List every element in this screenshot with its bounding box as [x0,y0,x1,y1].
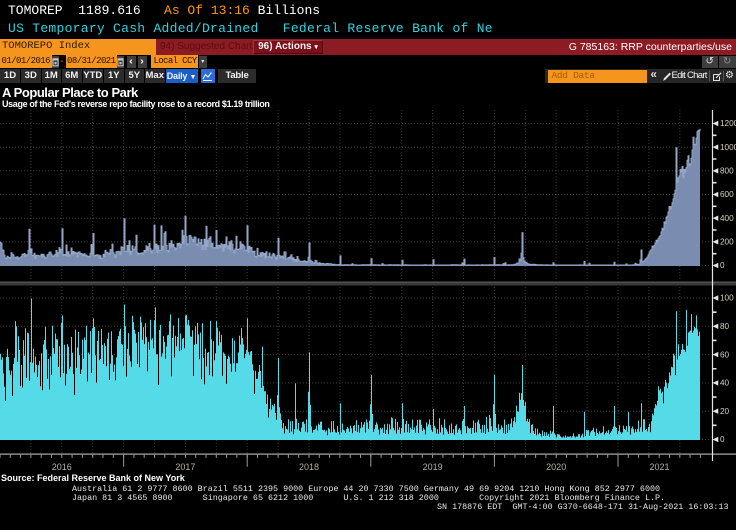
svg-text:100: 100 [720,294,734,303]
svg-text:40: 40 [720,379,730,388]
svg-text:600: 600 [720,190,734,199]
svg-text:2017: 2017 [175,462,195,472]
svg-text:2019: 2019 [423,462,443,472]
svg-text:2018: 2018 [299,462,319,472]
svg-text:800: 800 [720,167,734,176]
svg-text:20: 20 [720,407,730,416]
svg-text:0: 0 [720,261,725,270]
svg-text:400: 400 [720,214,734,223]
svg-text:1200: 1200 [720,119,736,128]
svg-text:200: 200 [720,238,734,247]
svg-text:60: 60 [720,350,730,359]
svg-text:2021: 2021 [649,462,669,472]
svg-text:0: 0 [720,435,725,444]
svg-text:1000: 1000 [720,143,736,152]
svg-text:2020: 2020 [546,462,566,472]
svg-text:80: 80 [720,322,730,331]
svg-text:2016: 2016 [52,462,72,472]
